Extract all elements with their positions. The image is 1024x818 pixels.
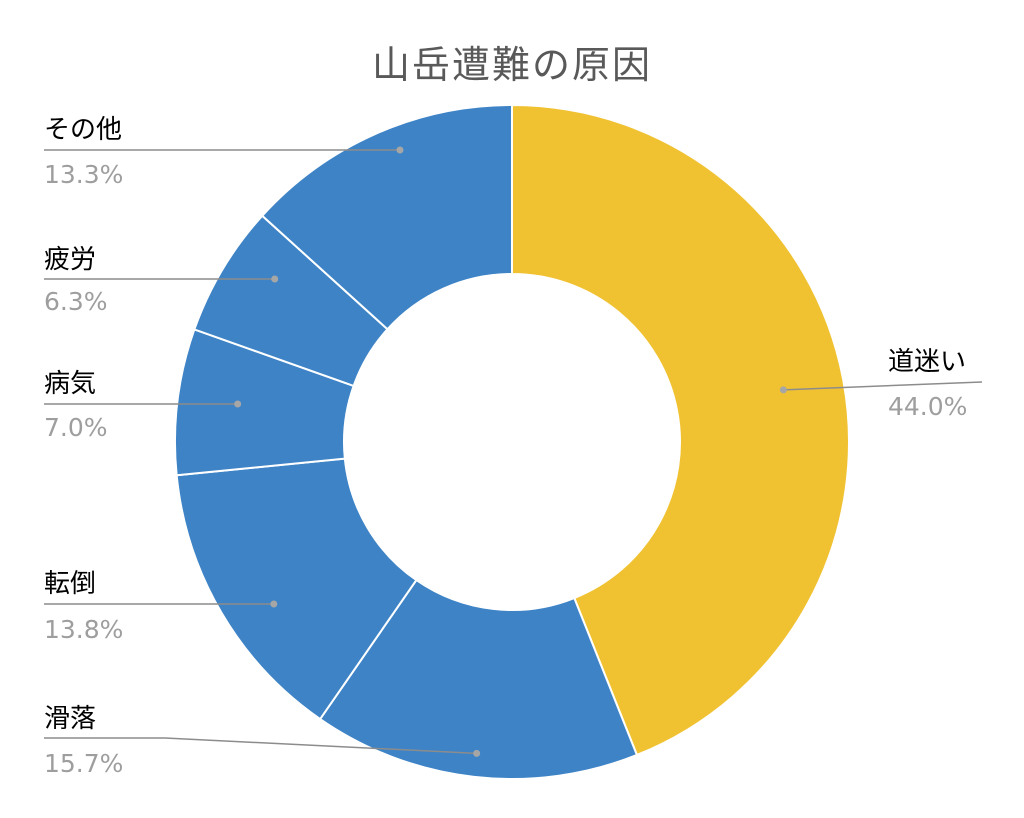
leader-dot-6: [396, 146, 404, 154]
value-label-5: 6.3%: [44, 287, 108, 316]
donut-slice-1: [511, 103, 850, 757]
value-label-2: 15.7%: [44, 749, 123, 778]
donut-slice-3: [175, 457, 418, 721]
category-label-4: 病気: [44, 369, 96, 399]
value-label-6: 13.3%: [44, 160, 123, 189]
category-label-1: 道迷い: [888, 347, 966, 377]
leader-line-1: [783, 381, 983, 391]
category-label-5: 疲労: [44, 245, 96, 275]
value-label-4: 7.0%: [44, 413, 108, 442]
category-label-6: その他: [44, 115, 122, 145]
donut-slice-2: [318, 578, 639, 780]
category-label-2: 滑落: [44, 704, 96, 734]
leader-dot-5: [271, 275, 279, 283]
leader-dot-2: [473, 749, 481, 757]
leader-dot-4: [234, 400, 242, 408]
category-label-3: 転倒: [44, 569, 96, 599]
leader-line-2: [44, 737, 477, 755]
leader-dot-1: [779, 386, 787, 394]
chart-title: 山岳遭難の原因: [371, 43, 652, 87]
value-label-3: 13.8%: [44, 615, 123, 644]
donut-slice-6: [260, 103, 513, 331]
value-label-1: 44.0%: [888, 392, 967, 421]
leader-dot-3: [270, 600, 278, 608]
